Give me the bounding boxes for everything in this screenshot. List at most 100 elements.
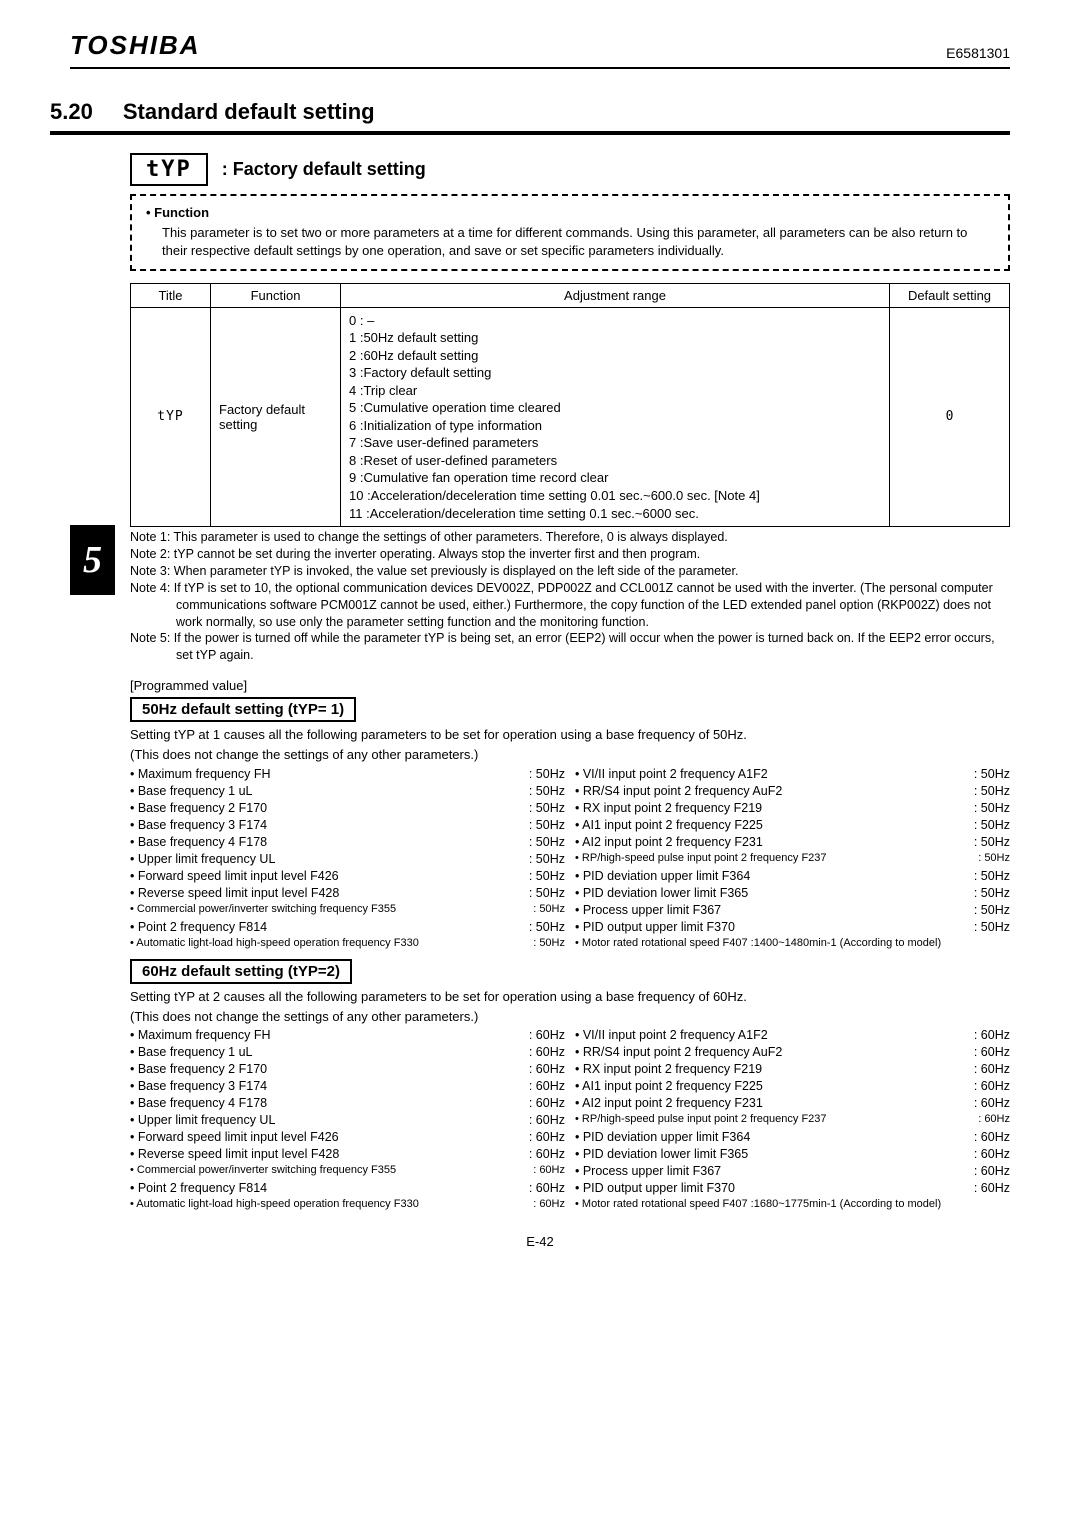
param-value: : 50Hz	[978, 852, 1010, 864]
param-value: : 50Hz	[529, 784, 565, 798]
param-row: • Base frequency 3 F174: 50Hz	[130, 818, 565, 832]
note-line: Note 1: This parameter is used to change…	[130, 529, 1010, 546]
param-row: • Forward speed limit input level F426: …	[130, 1130, 565, 1144]
param-value: : 60Hz	[974, 1147, 1010, 1161]
param-value: : 50Hz	[974, 886, 1010, 900]
param-row: • Maximum frequency FH: 50Hz	[130, 767, 565, 781]
param-label: • Point 2 frequency F814	[130, 920, 529, 934]
param-row: • AI2 input point 2 frequency F231: 50Hz	[575, 835, 1010, 849]
param-value: : 60Hz	[529, 1045, 565, 1059]
parameter-heading: tYP : Factory default setting	[130, 153, 1010, 186]
param-row: • VI/II input point 2 frequency A1F2: 50…	[575, 767, 1010, 781]
param-value: : 60Hz	[529, 1096, 565, 1110]
param-label: • PID deviation upper limit F364	[575, 869, 974, 883]
notes-block: Note 1: This parameter is used to change…	[130, 529, 1010, 664]
param-label: • RR/S4 input point 2 frequency AuF2	[575, 1045, 974, 1059]
param-label: • Reverse speed limit input level F428	[130, 1147, 529, 1161]
param-row: • Maximum frequency FH: 60Hz	[130, 1028, 565, 1042]
param-row: • Point 2 frequency F814: 60Hz	[130, 1181, 565, 1195]
param-row: • RX input point 2 frequency F219: 50Hz	[575, 801, 1010, 815]
parameter-label: : Factory default setting	[222, 159, 426, 180]
cell-adjustment: 0 : –1 :50Hz default setting2 :60Hz defa…	[341, 307, 890, 527]
param-value: : 50Hz	[533, 903, 565, 915]
param-row: • Automatic light-load high-speed operat…	[130, 937, 565, 949]
param-label: • RP/high-speed pulse input point 2 freq…	[575, 852, 978, 864]
param-row: • Base frequency 4 F178: 60Hz	[130, 1096, 565, 1110]
param-label: • RP/high-speed pulse input point 2 freq…	[575, 1113, 978, 1125]
param-label: • Maximum frequency FH	[130, 1028, 529, 1042]
grid-50hz: • Maximum frequency FH: 50Hz • VI/II inpu…	[130, 767, 1010, 949]
param-row: • Base frequency 2 F170: 60Hz	[130, 1062, 565, 1076]
param-value: : 50Hz	[529, 767, 565, 781]
param-row: • PID deviation lower limit F365: 50Hz	[575, 886, 1010, 900]
param-label: • Point 2 frequency F814	[130, 1181, 529, 1195]
param-row: • Motor rated rotational speed F407 :168…	[575, 1198, 1010, 1210]
param-label: • RX input point 2 frequency F219	[575, 801, 974, 815]
param-label: • Base frequency 1 uL	[130, 1045, 529, 1059]
param-row: • AI2 input point 2 frequency F231: 60Hz	[575, 1096, 1010, 1110]
param-label: • RX input point 2 frequency F219	[575, 1062, 974, 1076]
param-row: • PID deviation upper limit F364: 50Hz	[575, 869, 1010, 883]
param-row: • VI/II input point 2 frequency A1F2: 60…	[575, 1028, 1010, 1042]
param-label: • AI1 input point 2 frequency F225	[575, 818, 974, 832]
table-row: tYP Factory default setting 0 : –1 :50Hz…	[131, 307, 1010, 527]
param-row: • Upper limit frequency UL: 50Hz	[130, 852, 565, 866]
th-adjustment: Adjustment range	[341, 283, 890, 307]
param-label: • Base frequency 2 F170	[130, 801, 529, 815]
adjustment-line: 3 :Factory default setting	[349, 364, 881, 382]
param-value: : 60Hz	[974, 1028, 1010, 1042]
adjustment-line: 8 :Reset of user-defined parameters	[349, 452, 881, 470]
param-label: • AI2 input point 2 frequency F231	[575, 1096, 974, 1110]
section-title: Standard default setting	[123, 99, 375, 125]
param-label: • AI2 input point 2 frequency F231	[575, 835, 974, 849]
adjustment-line: 10 :Acceleration/deceleration time setti…	[349, 487, 881, 505]
th-title: Title	[131, 283, 211, 307]
param-row: • Motor rated rotational speed F407 :140…	[575, 937, 1010, 949]
param-value: : 60Hz	[529, 1028, 565, 1042]
param-row: • RP/high-speed pulse input point 2 freq…	[575, 1113, 1010, 1127]
param-value: : 60Hz	[533, 1164, 565, 1176]
param-value: : 50Hz	[529, 869, 565, 883]
param-value: : 60Hz	[974, 1079, 1010, 1093]
subheading-50hz: 50Hz default setting (tYP= 1)	[130, 697, 356, 722]
param-label: • PID deviation lower limit F365	[575, 886, 974, 900]
param-value: : 50Hz	[529, 886, 565, 900]
adjustment-line: 9 :Cumulative fan operation time record …	[349, 469, 881, 487]
param-row: • Automatic light-load high-speed operat…	[130, 1198, 565, 1210]
page-header: TOSHIBA E6581301	[70, 30, 1010, 69]
note-50hz-1: Setting tYP at 1 causes all the followin…	[130, 726, 1010, 744]
param-row: • Commercial power/inverter switching fr…	[130, 1164, 565, 1178]
param-label: • Motor rated rotational speed F407 :140…	[575, 937, 1010, 949]
param-value: : 60Hz	[529, 1062, 565, 1076]
note-60hz-1: Setting tYP at 2 causes all the followin…	[130, 988, 1010, 1006]
param-row: • Process upper limit F367: 60Hz	[575, 1164, 1010, 1178]
param-row: • Base frequency 1 uL: 60Hz	[130, 1045, 565, 1059]
param-label: • Base frequency 4 F178	[130, 835, 529, 849]
adjustment-line: 1 :50Hz default setting	[349, 329, 881, 347]
param-label: • PID output upper limit F370	[575, 920, 974, 934]
param-value: : 60Hz	[529, 1130, 565, 1144]
note-line: Note 2: tYP cannot be set during the inv…	[130, 546, 1010, 563]
grid-60hz: • Maximum frequency FH: 60Hz• VI/II inpu…	[130, 1028, 1010, 1210]
param-row: • AI1 input point 2 frequency F225: 50Hz	[575, 818, 1010, 832]
param-label: • RR/S4 input point 2 frequency AuF2	[575, 784, 974, 798]
param-label: • Automatic light-load high-speed operat…	[130, 937, 533, 949]
param-value: : 50Hz	[529, 920, 565, 934]
param-row: • Base frequency 4 F178: 50Hz	[130, 835, 565, 849]
param-value: : 50Hz	[529, 818, 565, 832]
param-label: • Upper limit frequency UL	[130, 852, 529, 866]
param-row: • Base frequency 1 uL: 50Hz	[130, 784, 565, 798]
param-row: • Upper limit frequency UL: 60Hz	[130, 1113, 565, 1127]
param-row: • RR/S4 input point 2 frequency AuF2: 50…	[575, 784, 1010, 798]
param-value: : 50Hz	[529, 801, 565, 815]
note-line: Note 3: When parameter tYP is invoked, t…	[130, 563, 1010, 580]
programmed-value-label: [Programmed value]	[130, 678, 1010, 693]
param-row: • RR/S4 input point 2 frequency AuF2: 60…	[575, 1045, 1010, 1059]
function-body: This parameter is to set two or more par…	[162, 224, 994, 260]
param-label: • Base frequency 3 F174	[130, 1079, 529, 1093]
param-value: : 50Hz	[974, 801, 1010, 815]
param-row: • AI1 input point 2 frequency F225: 60Hz	[575, 1079, 1010, 1093]
param-label: • AI1 input point 2 frequency F225	[575, 1079, 974, 1093]
param-value: : 60Hz	[529, 1079, 565, 1093]
adjustment-line: 4 :Trip clear	[349, 382, 881, 400]
